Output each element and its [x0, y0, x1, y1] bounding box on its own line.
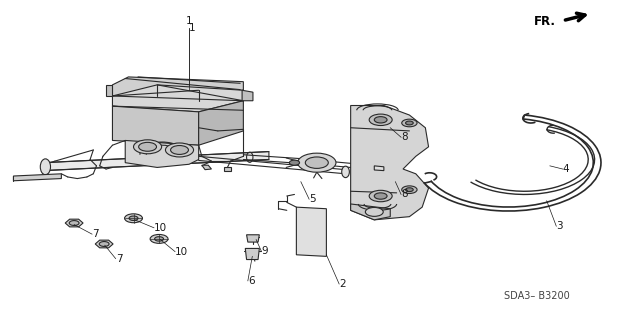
Text: SDA3– B3200: SDA3– B3200: [504, 291, 570, 301]
Circle shape: [298, 153, 336, 172]
Text: 2: 2: [339, 279, 346, 289]
Polygon shape: [245, 249, 259, 260]
Polygon shape: [106, 85, 113, 96]
Polygon shape: [113, 77, 243, 96]
Text: 10: 10: [175, 247, 188, 256]
Polygon shape: [125, 140, 198, 167]
Circle shape: [69, 220, 79, 226]
Circle shape: [402, 186, 417, 194]
Polygon shape: [246, 235, 259, 242]
Polygon shape: [113, 85, 243, 112]
Text: 5: 5: [309, 194, 316, 204]
Ellipse shape: [342, 166, 349, 178]
Polygon shape: [351, 106, 429, 220]
Polygon shape: [351, 204, 390, 220]
Circle shape: [171, 145, 188, 154]
Circle shape: [99, 241, 109, 247]
Polygon shape: [242, 90, 253, 101]
Polygon shape: [296, 207, 326, 256]
Text: 6: 6: [248, 276, 255, 286]
Circle shape: [365, 207, 383, 216]
Polygon shape: [198, 101, 243, 145]
Text: 10: 10: [154, 223, 167, 233]
Circle shape: [305, 157, 328, 168]
Text: 7: 7: [92, 229, 99, 239]
Text: 7: 7: [116, 254, 122, 263]
Circle shape: [289, 160, 300, 165]
Text: 8: 8: [401, 132, 408, 142]
Circle shape: [374, 193, 387, 199]
Polygon shape: [13, 174, 61, 181]
Circle shape: [406, 188, 413, 192]
Polygon shape: [65, 219, 83, 227]
Polygon shape: [202, 165, 211, 170]
Circle shape: [155, 237, 164, 241]
Polygon shape: [374, 166, 384, 171]
Circle shape: [166, 143, 193, 157]
Circle shape: [139, 142, 157, 151]
Text: FR.: FR.: [534, 15, 556, 28]
Text: 8: 8: [401, 189, 408, 199]
Circle shape: [129, 216, 138, 220]
Polygon shape: [45, 152, 269, 171]
Circle shape: [374, 117, 387, 123]
Ellipse shape: [40, 159, 51, 175]
Circle shape: [134, 140, 162, 154]
Polygon shape: [113, 106, 198, 145]
Circle shape: [150, 234, 168, 243]
Text: 4: 4: [563, 164, 570, 174]
Text: 1: 1: [186, 16, 193, 26]
Text: 1: 1: [189, 23, 196, 33]
Circle shape: [369, 114, 392, 125]
Circle shape: [369, 190, 392, 202]
Polygon shape: [95, 240, 113, 248]
Text: 9: 9: [261, 246, 268, 256]
Circle shape: [125, 214, 143, 223]
Polygon shape: [224, 167, 230, 171]
Text: 3: 3: [556, 221, 563, 231]
Circle shape: [406, 121, 413, 125]
Circle shape: [402, 119, 417, 127]
